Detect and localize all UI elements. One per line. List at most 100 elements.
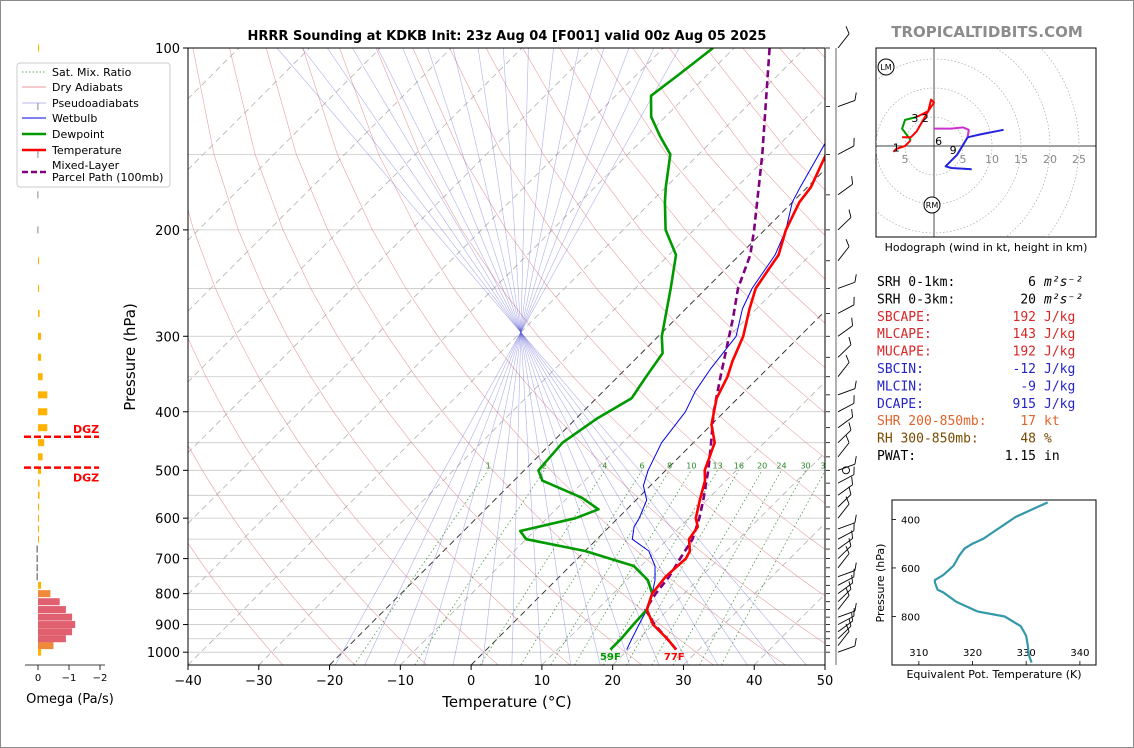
barb-shaft	[837, 522, 856, 530]
hodo-ring-label: 5	[960, 153, 967, 166]
hodograph: 5 5 10 15 20 25 1 3 269 LM RM	[876, 48, 1096, 237]
stat-label: MLCIN:	[877, 379, 924, 394]
barb-flag	[848, 486, 852, 495]
omega-bar	[38, 284, 39, 292]
stat-label: SBCIN:	[877, 362, 924, 377]
stat-value: 17	[1020, 414, 1036, 429]
wind-barb	[837, 514, 857, 530]
legend-parcel: Mixed-Layer Parcel Path (100mb)	[52, 159, 163, 184]
hodo-lm-marker	[877, 58, 895, 76]
legend-wetbulb: Wetbulb	[52, 112, 97, 125]
wind-barb	[837, 380, 857, 396]
hodo-segment	[944, 136, 972, 171]
dry-adiabat	[485, 48, 825, 459]
barb-flag	[845, 354, 850, 363]
omega-bar	[38, 535, 39, 543]
stat-row: SBCIN: -12 J/kg	[877, 362, 1075, 377]
mixing-ratio-label: 24	[776, 461, 786, 470]
dry-adiabat	[192, 48, 571, 665]
dry-adiabat	[449, 48, 825, 504]
omega-bar	[38, 391, 48, 399]
stat-unit: m²s⁻²	[1043, 292, 1083, 307]
mixing-ratio-label: 8	[667, 461, 672, 470]
hodo-rm-label: RM	[926, 201, 939, 210]
mixing-ratio-line	[479, 470, 606, 665]
omega-bar	[38, 439, 45, 447]
hodo-ring-label: 15	[1014, 153, 1028, 166]
mixing-ratio-label: 2	[542, 461, 547, 470]
x-tick-label: −10	[387, 674, 414, 689]
wind-barb	[837, 638, 857, 653]
legend-dry-adiabats: Dry Adiabats	[52, 81, 123, 94]
wind-barb	[837, 623, 850, 646]
dry-adiabat	[188, 337, 427, 665]
mixing-ratio-label: 20	[757, 461, 767, 470]
hodo-ring	[876, 87, 993, 205]
omega-bar	[38, 44, 39, 52]
legend: Sat. Mix. Ratio Dry Adiabats Pseudoadiab…	[16, 62, 171, 188]
pseudoadiabat	[301, 48, 778, 665]
wind-barb	[837, 395, 855, 413]
omega-bar	[38, 581, 42, 589]
isotherm	[258, 98, 825, 665]
sounding-indices: SRH 0-1km: 6 m²s⁻² SRH 0-3km: 20 m²s⁻² SBCAPE:…	[877, 275, 1083, 464]
wind-barb	[837, 530, 854, 550]
wind-barb	[837, 409, 854, 429]
barb-flag	[845, 26, 850, 34]
barb-flag	[848, 581, 852, 590]
hodo-ring-label: 10	[985, 153, 999, 166]
stat-unit: J/kg	[1044, 397, 1075, 412]
wind-barb	[837, 581, 852, 603]
barb-flag	[853, 568, 855, 577]
stat-value: -12	[1013, 362, 1036, 377]
thetae-x-tick-label: 310	[909, 648, 928, 659]
barb-shaft	[837, 304, 855, 314]
x-tick-label: 40	[746, 674, 763, 689]
y-tick-label: 400	[155, 406, 180, 421]
barb-flag	[851, 530, 854, 539]
y-tick-label: 300	[155, 330, 180, 345]
barb-flag	[853, 395, 855, 404]
y-tick-label: 600	[155, 512, 180, 527]
omega-tick-label: 0	[35, 673, 41, 684]
stat-row: MLCAPE: 143 J/kg	[877, 327, 1075, 342]
pseudoadiabat	[511, 48, 529, 665]
omega-bar	[38, 606, 66, 614]
barb-shaft	[837, 503, 850, 519]
hodo-ring	[876, 58, 1022, 234]
hodo-segment	[902, 98, 935, 139]
barb-shaft	[837, 344, 852, 358]
wind-barb	[837, 422, 852, 444]
hodo-segment	[967, 128, 1004, 139]
pseudoadiabat	[377, 48, 689, 665]
wind-barb	[837, 603, 857, 618]
wind-barb	[837, 435, 850, 458]
hodo-segment	[934, 126, 970, 138]
x-tick-label: −30	[245, 674, 272, 689]
omega-bar	[38, 525, 39, 533]
barb-shaft	[837, 246, 850, 262]
barb-shaft	[837, 631, 850, 646]
hodo-height-label: 9	[950, 144, 957, 157]
thetae-x-label: Equivalent Pot. Temperature (K)	[906, 668, 1081, 681]
thetae-panel: 310 320 330 340 400 600 800	[892, 501, 1089, 665]
thetae-y-tick-label: 600	[901, 564, 920, 575]
omega-bar	[38, 621, 76, 629]
mixing-ratio-line	[550, 470, 670, 665]
thetae-x-tick-label: 330	[1017, 648, 1036, 659]
wetbulb-line	[626, 142, 825, 650]
barb-shaft	[837, 474, 855, 484]
barb-flag	[845, 238, 850, 247]
hodo-height-label: 1	[893, 142, 900, 155]
legend-pseudoadiabats: Pseudoadiabats	[52, 97, 139, 110]
stat-row: MLCIN: -9 J/kg	[877, 379, 1075, 394]
thetae-y-label: Pressure (hPa)	[874, 544, 887, 623]
wind-barb	[837, 466, 855, 484]
barb-flag	[848, 209, 852, 218]
y-tick-label: 800	[155, 588, 180, 603]
hodo-segment	[901, 116, 917, 141]
thetae-line	[933, 501, 1049, 663]
omega-bar	[38, 503, 39, 511]
barb-shaft	[837, 183, 853, 196]
